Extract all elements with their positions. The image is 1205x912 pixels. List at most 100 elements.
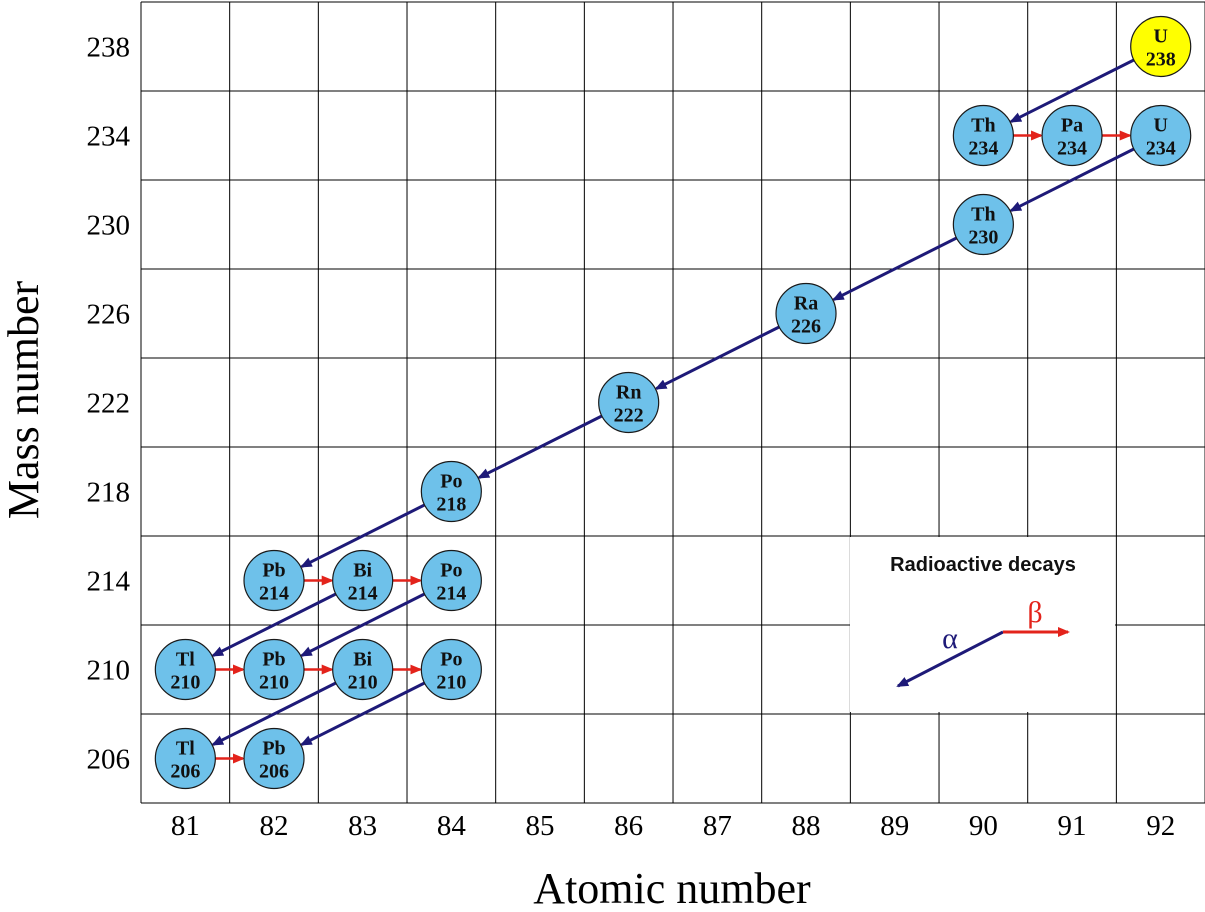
nuclides: U238Th234Pa234U234Th230Ra226Rn222Po218Pb…: [154, 15, 1192, 790]
nuclide-circle: [1130, 15, 1192, 78]
y-tick-label: 226: [87, 299, 131, 331]
nuclide-mass: 210: [170, 672, 200, 694]
y-tick-label: 238: [87, 32, 131, 64]
legend-alpha-arrow: [896, 630, 1004, 688]
nuclide-circle: [1130, 104, 1192, 167]
nuclide-mass: 234: [1146, 138, 1176, 160]
x-tick-label: 82: [260, 810, 289, 842]
y-tick-label: 234: [87, 121, 131, 153]
nuclide-symbol: Po: [440, 560, 462, 582]
nuclide-circle: [420, 638, 482, 701]
nuclide-mass: 206: [170, 761, 200, 783]
legend: Radioactive decays α β: [850, 537, 1115, 712]
nuclide-symbol: Ra: [794, 293, 818, 315]
y-axis-ticks: 238 234 230 226 222 218 214 210 206: [87, 32, 131, 776]
decay-arrows: [211, 57, 1138, 764]
nuclide-mass: 210: [259, 672, 289, 694]
x-tick-label: 92: [1146, 810, 1175, 842]
x-tick-label: 90: [969, 810, 998, 842]
nuclide-symbol: Bi: [353, 560, 372, 582]
nuclide-symbol: Pb: [262, 738, 285, 760]
alpha-decay-arrow: [477, 413, 606, 479]
y-tick-label: 206: [87, 744, 131, 776]
nuclide-circle: [775, 282, 837, 345]
nuclide-mass: 238: [1146, 49, 1176, 71]
y-tick-label: 210: [87, 655, 131, 687]
nuclide-symbol: Pa: [1061, 115, 1083, 137]
nuclide-mass: 210: [436, 672, 466, 694]
y-tick-label: 214: [87, 566, 131, 598]
alpha-decay-arrow: [211, 591, 340, 657]
nuclide-symbol: Th: [971, 204, 995, 226]
y-tick-label: 218: [87, 477, 131, 509]
nuclide-mass: 214: [348, 583, 378, 605]
alpha-decay-arrow: [654, 324, 783, 390]
nuclide-mass: 230: [968, 227, 998, 249]
alpha-decay-arrow: [831, 235, 960, 301]
nuclide-mass: 218: [436, 494, 466, 516]
nuclide-circle: [952, 193, 1014, 256]
x-axis-title: Atomic number: [533, 864, 811, 912]
nuclide-circle: [243, 727, 305, 790]
nuclide-circle: [598, 371, 660, 434]
nuclide-circle: [243, 638, 305, 701]
nuclide-circle: [154, 638, 216, 701]
nuclide-mass: 214: [436, 583, 466, 605]
nuclide-circle: [420, 549, 482, 612]
x-tick-label: 81: [171, 810, 200, 842]
nuclide-mass: 206: [259, 761, 289, 783]
nuclide-circle: [1041, 104, 1103, 167]
nuclide-circle: [332, 549, 394, 612]
x-tick-label: 89: [880, 810, 909, 842]
x-tick-label: 87: [703, 810, 732, 842]
alpha-decay-arrow: [299, 680, 428, 746]
nuclide-symbol: Tl: [176, 649, 195, 671]
alpha-decay-arrow: [1009, 146, 1138, 212]
nuclide-circle: [154, 727, 216, 790]
nuclide-mass: 210: [348, 672, 378, 694]
y-axis-title: Mass number: [0, 281, 48, 520]
x-tick-label: 86: [614, 810, 643, 842]
legend-box: [850, 537, 1115, 712]
nuclide-mass: 234: [1057, 138, 1087, 160]
nuclide-symbol: Bi: [353, 649, 372, 671]
nuclide-symbol: U: [1153, 115, 1167, 137]
nuclide-mass: 214: [259, 583, 289, 605]
legend-beta-label: β: [1027, 596, 1042, 629]
nuclide-circle: [952, 104, 1014, 167]
x-axis-ticks: 81 82 83 84 85 86 87 88 89 90 91 92: [171, 810, 1175, 842]
nuclide-circle: [420, 460, 482, 523]
nuclide-mass: 226: [791, 316, 821, 338]
nuclide-symbol: Th: [971, 115, 995, 137]
alpha-decay-arrow: [211, 680, 340, 746]
nuclide-symbol: Pb: [262, 560, 285, 582]
nuclide-symbol: Po: [440, 471, 462, 493]
legend-alpha-label: α: [942, 622, 958, 655]
y-tick-label: 222: [87, 388, 131, 420]
x-tick-label: 91: [1058, 810, 1087, 842]
nuclide-mass: 222: [614, 405, 644, 427]
x-tick-label: 84: [437, 810, 467, 842]
y-tick-label: 230: [87, 210, 131, 242]
nuclide-symbol: Tl: [176, 738, 195, 760]
x-tick-label: 88: [792, 810, 821, 842]
nuclide-symbol: U: [1153, 26, 1167, 48]
nuclide-symbol: Rn: [616, 382, 642, 404]
nuclide-mass: 234: [968, 138, 998, 160]
